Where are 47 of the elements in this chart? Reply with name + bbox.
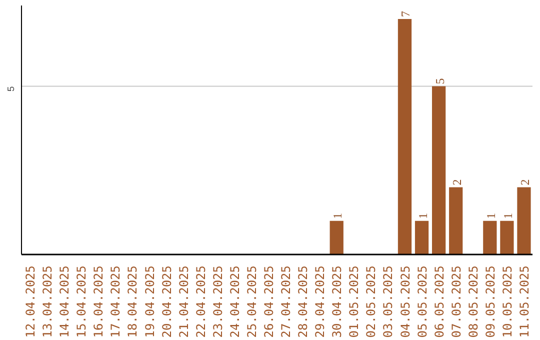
ref-line-label: 5	[6, 86, 16, 92]
x-tick-label: 15.04.2025	[74, 265, 89, 338]
x-tick-label: 27.04.2025	[279, 265, 294, 338]
bar	[483, 220, 497, 254]
x-tick-label: 24.04.2025	[228, 265, 242, 338]
x-tick-label: 16.04.2025	[92, 265, 106, 338]
data-label: 1	[500, 212, 515, 219]
x-tick-label: 03.05.2025	[381, 265, 396, 338]
bar	[449, 187, 463, 254]
x-tick-label: 18.04.2025	[126, 265, 140, 338]
x-tick-label: 30.04.2025	[330, 265, 344, 338]
x-tick-label: 19.04.2025	[142, 265, 157, 338]
x-tick-label: 07.05.2025	[449, 265, 464, 338]
x-tick-label: 04.05.2025	[398, 265, 412, 338]
x-tick-label: 11.05.2025	[517, 265, 532, 338]
x-tick-label: 14.04.2025	[58, 265, 72, 338]
x-tick-label: 06.05.2025	[432, 265, 446, 338]
x-tick-label: 13.04.2025	[40, 265, 55, 338]
x-tick-label: 02.05.2025	[364, 265, 378, 338]
x-tick-label: 17.04.2025	[108, 265, 123, 338]
x-tick-label: 23.04.2025	[210, 265, 225, 338]
x-tick-label: 08.05.2025	[466, 265, 480, 338]
data-label: 1	[484, 212, 498, 219]
data-label: 1	[416, 212, 430, 219]
bar	[517, 187, 531, 254]
x-tick-label: 05.05.2025	[415, 265, 430, 338]
bar	[432, 86, 446, 254]
x-tick-label: 21.04.2025	[176, 265, 191, 338]
data-label: 5	[432, 78, 447, 84]
x-tick-label: 12.04.2025	[24, 265, 38, 338]
x-tick-label: 29.04.2025	[313, 265, 328, 338]
bar	[414, 220, 429, 254]
x-tick-label: 22.04.2025	[194, 265, 208, 338]
data-label: 2	[518, 179, 532, 186]
x-tick-label: 01.05.2025	[347, 265, 362, 338]
x-tick-label: 09.05.2025	[483, 265, 498, 338]
x-tick-label: 25.04.2025	[244, 265, 259, 338]
data-label: 2	[450, 179, 464, 186]
data-label: 1	[330, 212, 345, 219]
x-tick-label: 20.04.2025	[160, 265, 174, 338]
x-tick-label: 26.04.2025	[262, 265, 276, 338]
x-tick-label: 10.05.2025	[500, 265, 514, 338]
bar	[330, 220, 344, 254]
data-label: 7	[398, 10, 413, 17]
bar	[500, 220, 514, 254]
x-tick-label: 28.04.2025	[296, 265, 310, 338]
bar	[398, 18, 412, 254]
